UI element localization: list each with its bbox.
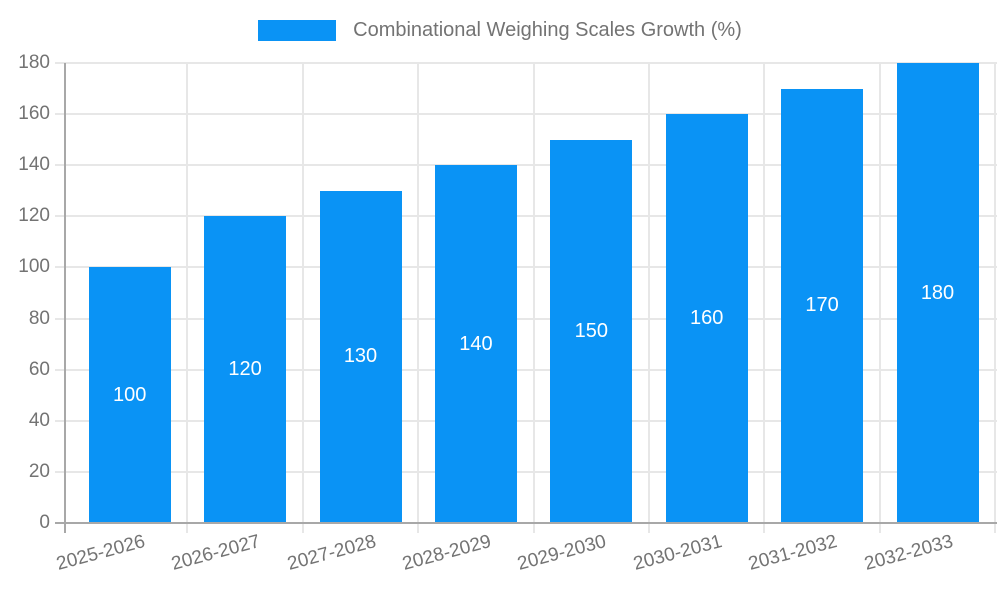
bar-2032-2033: 180 xyxy=(896,63,979,523)
y-axis-tick-label: 120 xyxy=(18,205,50,227)
y-axis-tick-label: 160 xyxy=(18,103,50,125)
y-axis-line xyxy=(64,63,66,533)
bar-value-label: 160 xyxy=(690,307,724,330)
bar-value-label: 130 xyxy=(343,345,378,368)
legend: Combinational Weighing Scales Growth (%) xyxy=(0,19,1000,42)
y-axis-tick-label: 80 xyxy=(28,307,50,329)
y-axis-tick-label: 20 xyxy=(28,460,50,482)
y-gridline xyxy=(55,266,997,269)
y-gridline xyxy=(55,470,997,473)
x-gridline xyxy=(417,63,420,533)
x-gridline xyxy=(301,63,304,533)
bar-2027-2028: 130 xyxy=(319,190,402,523)
bar-value-label: 180 xyxy=(920,281,955,304)
bar-2029-2030: 150 xyxy=(550,139,633,523)
y-gridline xyxy=(55,368,997,371)
x-gridline xyxy=(878,63,881,533)
y-gridline xyxy=(55,215,997,218)
y-axis-tick-label: 60 xyxy=(28,358,50,380)
bar-2025-2026: 100 xyxy=(88,267,171,523)
bar-2028-2029: 140 xyxy=(434,165,517,523)
y-axis-tick-label: 140 xyxy=(18,154,50,176)
bar-2026-2027: 120 xyxy=(204,216,287,523)
bar-value-label: 150 xyxy=(574,319,608,342)
bar-2030-2031: 160 xyxy=(665,114,748,523)
legend-swatch xyxy=(258,20,337,41)
y-gridline xyxy=(55,419,997,422)
y-gridline xyxy=(55,113,997,116)
y-gridline xyxy=(55,317,997,320)
y-axis-tick-label: 100 xyxy=(18,256,50,278)
bar-value-label: 100 xyxy=(113,383,147,406)
bar-2031-2032: 170 xyxy=(781,88,864,523)
x-gridline xyxy=(763,63,766,533)
y-axis-tick-label: 180 xyxy=(18,52,50,73)
x-axis-line xyxy=(55,522,997,524)
y-axis-tick-label: 0 xyxy=(39,512,50,533)
legend-label: Combinational Weighing Scales Growth (%) xyxy=(353,19,742,41)
bar-value-label: 140 xyxy=(459,332,493,355)
bar-value-label: 170 xyxy=(805,294,839,317)
bar-value-label: 120 xyxy=(228,358,262,381)
y-gridline xyxy=(55,62,997,64)
y-gridline xyxy=(55,164,997,167)
y-axis-tick-label: 40 xyxy=(28,409,50,431)
x-gridline xyxy=(532,63,535,533)
x-gridline xyxy=(648,63,650,533)
x-gridline xyxy=(994,63,997,533)
x-gridline xyxy=(186,63,189,533)
